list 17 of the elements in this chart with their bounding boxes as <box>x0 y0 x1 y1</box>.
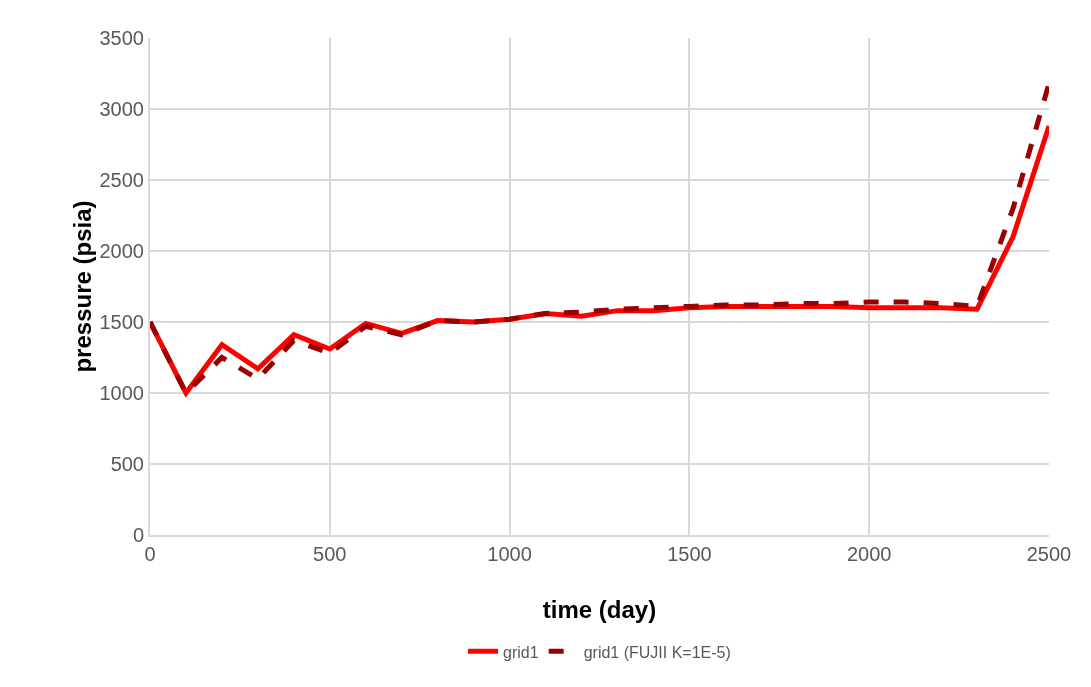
y-tick-label: 2500 <box>99 169 144 191</box>
x-tick-label: 500 <box>313 543 347 565</box>
x-axis-title: time (day) <box>542 596 657 623</box>
x-tick-label: 2500 <box>1026 543 1072 565</box>
y-tick-label: 0 <box>132 524 144 546</box>
y-tick-label: 3000 <box>99 98 144 120</box>
y-tick-label: 500 <box>110 453 144 475</box>
y-tick-label: 2000 <box>99 240 144 262</box>
y-axis-title: pressure (psia) <box>69 200 96 373</box>
x-tick-label: 2000 <box>846 543 892 565</box>
y-tick-label: 1500 <box>99 311 144 333</box>
x-tick-label: 1500 <box>667 543 712 565</box>
x-tick-label: 1000 <box>487 543 532 565</box>
y-tick-label: 1000 <box>99 382 144 404</box>
legend-label: grid1 (FUJII K=1E-5) <box>583 643 731 661</box>
y-tick-label: 3500 <box>99 27 144 49</box>
legend-label: grid1 <box>503 643 539 661</box>
